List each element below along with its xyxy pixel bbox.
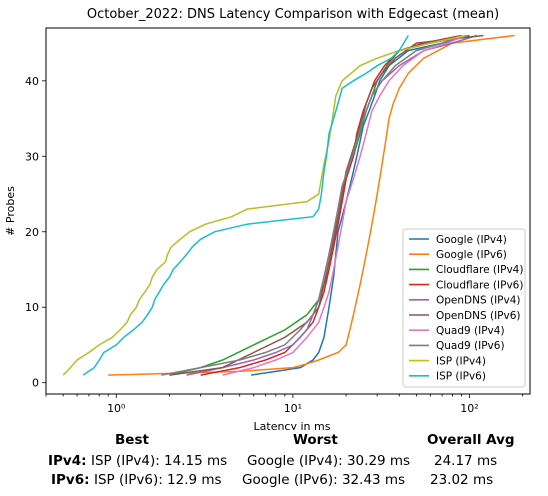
x-axis-ticks: 10⁰ 10¹ 10² (45, 394, 524, 415)
ipv6-avg-value: 23.02 ms (430, 472, 494, 488)
y-tick-label: 10 (25, 301, 39, 314)
ipv6-row-label: IPv6: (51, 472, 90, 488)
plot-area (45, 27, 531, 395)
x-tick-label: 10¹ (284, 402, 302, 415)
legend-label-quad9-ipv6: Quad9 (IPv6) (436, 340, 505, 352)
ipv4-best-value: ISP (IPv4): 14.15 ms (91, 453, 228, 469)
series-line-isp-ipv4 (62, 34, 466, 376)
ipv6-best-value: ISP (IPv6): 12.9 ms (94, 472, 222, 488)
legend-label-cloudflare-ipv6: Cloudflare (IPv6) (436, 279, 523, 291)
legend-label-opendns-ipv6: OpenDNS (IPv6) (436, 310, 521, 322)
y-tick-label: 30 (25, 150, 39, 163)
best-header: Best (115, 432, 149, 448)
legend-label-cloudflare-ipv4: Cloudflare (IPv4) (436, 264, 523, 276)
x-axis-label: Latency in ms (254, 420, 331, 430)
ipv4-avg-value: 24.17 ms (434, 453, 498, 469)
series-line-isp-ipv6 (82, 35, 409, 376)
ipv6-worst-value: Google (IPv6): 32.43 ms (242, 472, 406, 488)
legend-label-isp-ipv4: ISP (IPv4) (436, 355, 486, 367)
legend-label-quad9-ipv4: Quad9 (IPv4) (436, 325, 505, 337)
x-tick-label: 10⁰ (107, 402, 126, 415)
x-tick-label: 10² (460, 402, 478, 415)
legend-label-opendns-ipv4: OpenDNS (IPv4) (436, 295, 521, 307)
series-layer (62, 34, 515, 376)
worst-header: Worst (293, 432, 338, 448)
ipv4-worst-value: Google (IPv4): 30.29 ms (247, 453, 411, 469)
series-line-opendns-ipv6 (169, 34, 484, 376)
y-axis-label: # Probes (4, 186, 17, 236)
legend-label-google-ipv4: Google (IPv4) (436, 234, 507, 246)
series-line-google-ipv6 (108, 34, 515, 376)
latency-chart: October_2022: DNS Latency Comparison wit… (4, 7, 531, 430)
y-tick-label: 0 (32, 377, 39, 390)
legend-label-isp-ipv6: ISP (IPv6) (436, 371, 486, 383)
ipv4-row-label: IPv4: (48, 453, 87, 469)
y-tick-label: 40 (25, 75, 39, 88)
chart-title: October_2022: DNS Latency Comparison wit… (87, 7, 499, 22)
series-line-quad9-ipv4 (222, 34, 466, 376)
legend-frame (402, 228, 526, 388)
legend: Google (IPv4) Google (IPv6) Cloudflare (IP… (402, 228, 526, 388)
legend-label-google-ipv6: Google (IPv6) (436, 249, 507, 261)
series-line-quad9-ipv6 (161, 34, 462, 376)
y-axis-ticks: 0 10 20 30 40 (25, 75, 46, 390)
y-tick-label: 20 (25, 226, 39, 239)
avg-header: Overall Avg (427, 432, 515, 448)
